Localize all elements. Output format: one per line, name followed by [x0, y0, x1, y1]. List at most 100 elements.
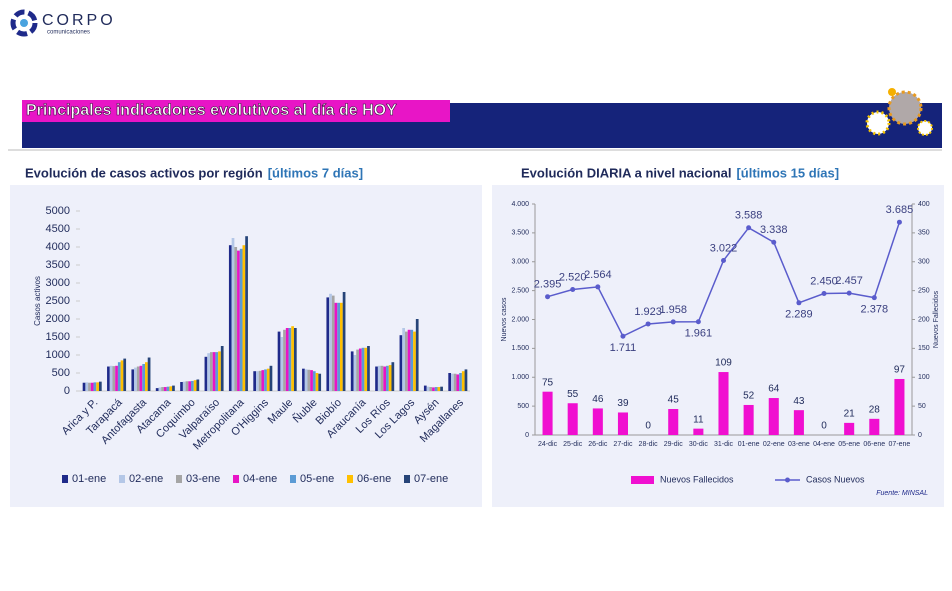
x-tick-label: 27-dic [613, 441, 633, 448]
y-tick-label: 500 [52, 367, 70, 379]
data-label: 11 [693, 414, 704, 425]
data-label: 64 [768, 384, 780, 395]
bar [402, 328, 405, 391]
legend-label: 01-ene [72, 473, 106, 485]
y-tick-label: 3000 [46, 277, 70, 289]
data-label: 2.450 [810, 275, 838, 287]
marker [620, 333, 626, 339]
y2-axis-label: Nuevos Fallecidos [933, 290, 940, 348]
bar [353, 355, 357, 391]
bar [185, 381, 189, 391]
bar [253, 371, 257, 391]
y-axis-label: Casos activos [33, 276, 42, 326]
legend-label: Nuevos Fallecidos [660, 474, 734, 484]
legend-swatch-marker [785, 477, 790, 483]
chart-subtitle: [últimos 15 días] [736, 165, 839, 180]
bar [542, 391, 553, 435]
bar [386, 365, 389, 391]
bar [123, 358, 127, 391]
bar [258, 370, 262, 391]
data-label: 1.958 [659, 304, 687, 316]
bar [869, 418, 880, 435]
x-tick-label: 07-ene [889, 441, 911, 448]
y-tick-label: 2.000 [511, 316, 529, 323]
bar [312, 371, 316, 391]
y2-tick-label: 0 [918, 432, 922, 439]
bar [894, 378, 905, 435]
bar [215, 352, 219, 391]
marker [670, 319, 676, 325]
x-tick-label: 29-dic [664, 441, 684, 448]
bar [96, 382, 99, 391]
data-label: 0 [645, 421, 651, 432]
bar [432, 387, 435, 391]
bar [459, 373, 462, 391]
data-label: 45 [668, 395, 680, 406]
data-label: 75 [542, 377, 554, 388]
bar [356, 349, 359, 391]
virus [888, 88, 896, 96]
bar [93, 382, 97, 391]
y2-tick-label: 50 [918, 403, 926, 410]
bar [456, 374, 460, 391]
virus [887, 90, 923, 126]
bar [358, 348, 362, 391]
data-label: 0 [821, 421, 827, 432]
data-label: 55 [567, 389, 579, 400]
bar [107, 366, 110, 391]
legend-swatch [62, 475, 68, 483]
logo-tagline: comunicaciones [47, 30, 90, 36]
bar [277, 331, 281, 391]
bar [166, 386, 170, 391]
bar [693, 428, 704, 435]
bar [191, 380, 194, 391]
marker [821, 291, 827, 297]
chart-title: Evolución DIARIA a nivel nacional [521, 165, 731, 180]
bar [375, 366, 378, 391]
bar [718, 372, 729, 435]
bar [334, 302, 338, 391]
bar [337, 302, 341, 391]
bar [283, 329, 286, 391]
bar [388, 365, 392, 391]
legend-swatch [290, 475, 296, 483]
bar [361, 347, 365, 391]
y2-tick-label: 250 [918, 287, 930, 294]
bar [88, 382, 91, 391]
data-label: 1.961 [685, 328, 713, 340]
marker [871, 295, 877, 301]
bar [380, 365, 384, 391]
bar [567, 403, 578, 435]
y-tick-label: 1500 [46, 331, 70, 343]
y-tick-label: 1.500 [511, 345, 529, 352]
bar [85, 382, 89, 391]
bar [844, 422, 855, 435]
bar [291, 326, 294, 391]
bar [461, 371, 465, 391]
bar [448, 373, 452, 391]
y-tick-label: 4500 [46, 223, 70, 235]
bar [220, 346, 224, 391]
y2-tick-label: 200 [918, 316, 930, 323]
chart-subtitle: [últimos 7 días] [268, 165, 363, 180]
x-tick-label: 05-ene [838, 441, 860, 448]
data-label: 1.711 [610, 342, 637, 354]
legend-swatch [176, 475, 182, 483]
y-tick-label: 0 [64, 385, 70, 397]
bar [212, 352, 216, 391]
bar [269, 365, 273, 391]
bar [112, 366, 116, 391]
x-tick-label: 30-dic [689, 441, 709, 448]
bar [163, 387, 167, 391]
data-label: 1.923 [634, 306, 662, 318]
bar [451, 373, 454, 391]
y-tick-label: 3.500 [511, 230, 529, 237]
bar [207, 353, 210, 391]
x-tick-label: 03-ene [788, 441, 810, 448]
bar [350, 351, 354, 391]
x-tick-label: 25-dic [563, 441, 583, 448]
bar [188, 381, 192, 391]
bar [793, 410, 804, 435]
marker [746, 225, 752, 231]
